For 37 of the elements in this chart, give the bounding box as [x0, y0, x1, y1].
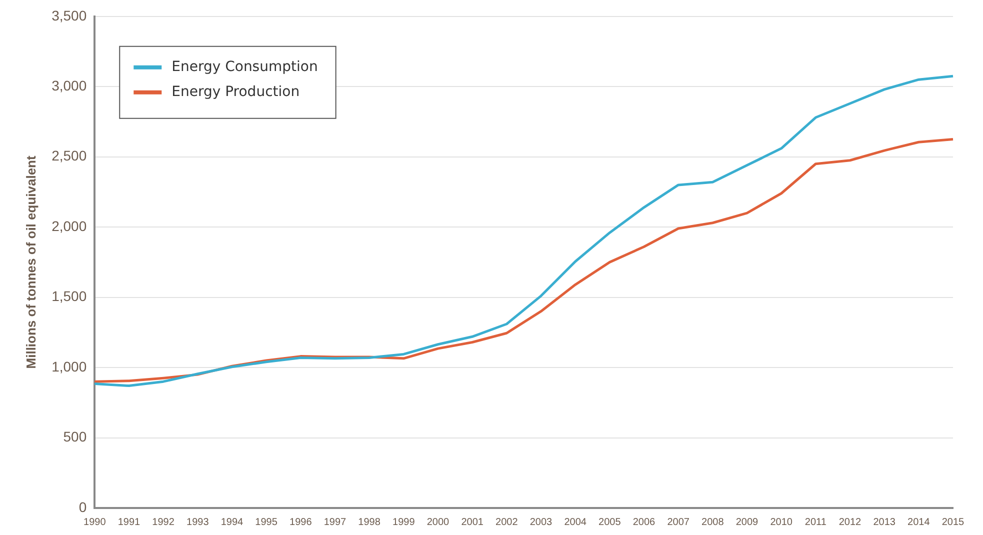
x-tick-label: 2006 — [632, 516, 656, 528]
legend-label: Energy Consumption — [172, 59, 318, 76]
x-tick-label: 1991 — [118, 516, 141, 528]
x-tick-label: 2008 — [702, 516, 724, 528]
x-tick-label: 1995 — [255, 516, 278, 528]
y-tick-label: 2,500 — [52, 148, 87, 164]
x-tick-label: 2014 — [908, 516, 930, 528]
x-tick-label: 2002 — [496, 516, 518, 528]
x-tick-label: 2015 — [942, 516, 965, 528]
x-tick-label: 2001 — [461, 516, 484, 528]
y-tick-label: 2,000 — [52, 218, 87, 234]
x-tick-label: 2009 — [736, 516, 759, 528]
x-tick-label: 2004 — [564, 516, 587, 528]
y-tick-label: 3,000 — [52, 77, 87, 94]
y-tick-label: 1,500 — [52, 288, 87, 304]
x-tick-label: 1998 — [358, 516, 381, 528]
x-tick-label: 2011 — [804, 516, 827, 528]
x-tick-label: 2007 — [667, 516, 690, 528]
y-tick-label: 500 — [63, 428, 87, 445]
x-tick-label: 1992 — [152, 516, 175, 528]
y-tick-label: 3,500 — [52, 7, 87, 24]
x-tick-label: 2005 — [598, 516, 622, 528]
x-tick-label: 2000 — [426, 516, 450, 528]
x-tick-label: 1997 — [324, 516, 347, 528]
legend-label: Energy Production — [172, 84, 300, 100]
x-tick-label: 1996 — [290, 516, 312, 528]
y-axis-title: Millions of tonnes of oil equivalent — [23, 155, 38, 369]
x-tick-label: 1990 — [84, 516, 106, 528]
y-tick-label: 0 — [78, 498, 87, 515]
x-tick-label: 1999 — [392, 516, 416, 528]
x-tick-label: 1994 — [220, 516, 244, 528]
x-tick-label: 2010 — [770, 516, 793, 528]
y-tick-label: 1,000 — [52, 358, 87, 374]
x-tick-label: 2013 — [873, 516, 896, 528]
x-tick-label: 2012 — [838, 516, 862, 528]
x-tick-label: 1993 — [186, 516, 210, 528]
x-tick-label: 2003 — [530, 516, 553, 528]
